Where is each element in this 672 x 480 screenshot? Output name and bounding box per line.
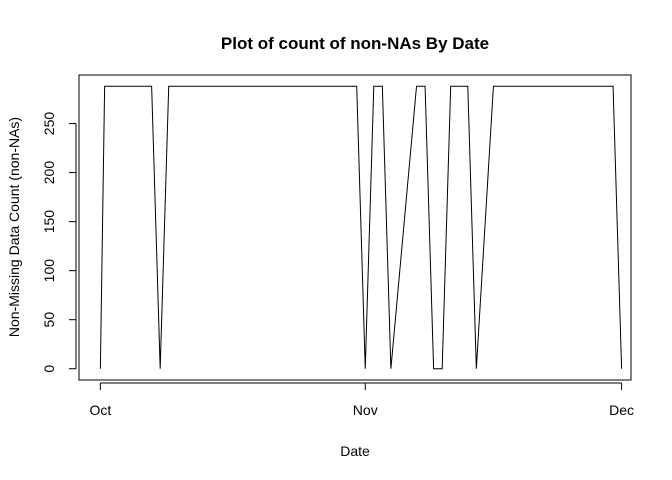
x-tick-label: Nov — [353, 402, 378, 418]
y-tick-label: 150 — [41, 210, 57, 234]
y-axis-label: Non-Missing Data Count (non-NAs) — [6, 117, 22, 337]
x-axis: Oct Nov Dec — [89, 382, 634, 418]
series-line-0 — [99, 85, 623, 370]
x-tick-label: Oct — [89, 402, 111, 418]
series-layer — [99, 85, 623, 370]
y-axis: 0 50 100 150 200 250 — [41, 112, 77, 373]
y-tick-label: 0 — [41, 365, 57, 373]
y-tick-label: 200 — [41, 161, 57, 185]
x-axis-label: Date — [340, 443, 370, 459]
plot-box — [78, 74, 632, 381]
y-tick-label: 50 — [41, 312, 57, 328]
y-tick-label: 250 — [41, 112, 57, 136]
y-tick-label: 100 — [41, 259, 57, 283]
chart-title: Plot of count of non-NAs By Date — [221, 34, 489, 53]
x-tick-label: Dec — [609, 402, 634, 418]
